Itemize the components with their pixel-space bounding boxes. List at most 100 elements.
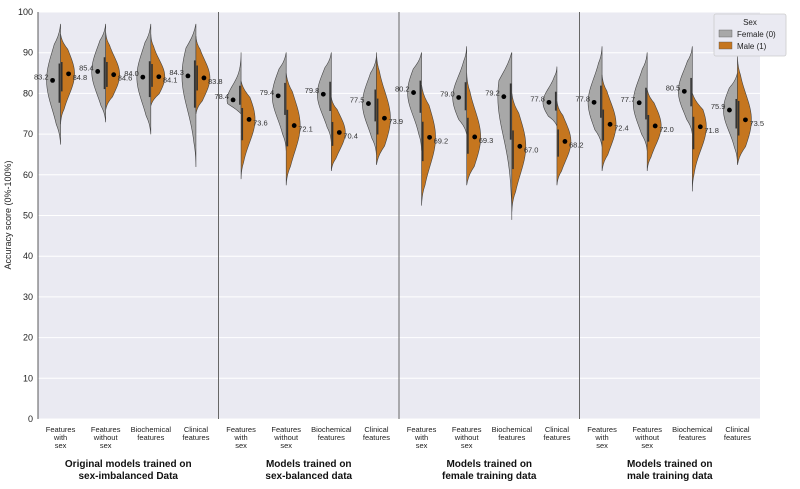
mean-point-male (607, 121, 613, 127)
mean-point-male (472, 134, 478, 140)
mean-point-male (382, 115, 387, 121)
x-tick-label: Features (587, 425, 617, 434)
data-label-male: 73.5 (749, 119, 764, 128)
data-label-female: 77.8 (575, 94, 590, 103)
mean-point-male (156, 74, 162, 80)
violin-male (60, 34, 75, 125)
x-tick-label: sex (100, 441, 112, 450)
data-label-male: 72.1 (298, 125, 313, 134)
mean-point-female (230, 97, 236, 103)
x-tick-label: Features (407, 425, 437, 434)
mean-point-male (743, 117, 748, 123)
data-label-female: 79.4 (260, 88, 275, 97)
data-label-male: 84.8 (73, 73, 88, 82)
mean-point-female (546, 99, 552, 105)
violin-female (452, 46, 467, 135)
mean-point-female (591, 99, 597, 105)
legend-label-female: Female (0) (737, 30, 776, 39)
data-label-female: 80.2 (395, 85, 410, 94)
mean-point-female (456, 95, 462, 100)
legend-title: Sex (743, 18, 757, 27)
data-label-male: 69.3 (479, 136, 494, 145)
violin-male (376, 52, 391, 165)
data-label-male: 70.4 (343, 131, 358, 140)
mean-point-female (366, 101, 371, 106)
mean-point-male (66, 71, 71, 77)
x-tick-label: Clinical (184, 425, 209, 434)
mean-point-female (727, 107, 732, 113)
x-tick-label: Biochemical (492, 425, 533, 434)
violin-female (542, 66, 558, 127)
x-tick-label: sex (641, 441, 653, 450)
x-tick-label: with (233, 433, 247, 442)
y-tick-label: 80 (23, 88, 33, 98)
violin-male (466, 72, 481, 186)
data-label-male: 72.0 (659, 125, 674, 134)
legend-swatch-female (718, 29, 733, 38)
data-label-female: 79.8 (305, 86, 320, 95)
violin-male (195, 36, 211, 115)
x-tick-label: Biochemical (672, 425, 713, 434)
violin-female (587, 46, 603, 147)
group-title: Original models trained on (65, 459, 192, 470)
x-tick-label: Features (632, 425, 662, 434)
x-tick-label: with (594, 433, 608, 442)
x-tick-label: features (318, 433, 345, 442)
violin-female (317, 52, 332, 143)
data-label-female: 79.2 (485, 89, 500, 98)
x-tick-label: Clinical (364, 425, 389, 434)
y-tick-label: 40 (23, 251, 33, 261)
mean-point-male (111, 72, 117, 78)
y-axis-label: Accuracy score (0%-100%) (3, 160, 13, 269)
x-tick-label: Biochemical (311, 425, 352, 434)
group-title: female training data (442, 471, 537, 482)
mean-point-female (140, 74, 146, 80)
x-tick-label: sex (416, 441, 428, 450)
group-titles: Original models trained onsex-imbalanced… (65, 459, 713, 482)
x-tick-label: Features (91, 425, 121, 434)
mean-point-female (636, 100, 642, 106)
mean-point-female (320, 91, 326, 97)
violin-male (646, 89, 662, 172)
data-label-male: 73.6 (253, 118, 268, 127)
x-tick-label: Features (226, 425, 256, 434)
y-axis-ticks: 0 10 20 30 40 50 60 70 80 90 100 (18, 7, 33, 424)
mean-point-male (201, 75, 207, 81)
y-tick-label: 10 (23, 373, 33, 383)
data-label-male: 68.2 (569, 140, 584, 149)
x-tick-label: Features (46, 425, 76, 434)
data-label-female: 84.0 (124, 69, 139, 78)
violin-female (271, 52, 287, 151)
data-label-male: 67.0 (524, 145, 539, 154)
mean-point-male (652, 123, 658, 129)
x-tick-label: Features (271, 425, 301, 434)
group-title: Models trained on (266, 459, 352, 470)
data-label-male: 84.1 (163, 76, 178, 85)
violin-male (692, 93, 707, 192)
y-tick-label: 100 (18, 7, 33, 17)
mean-point-male (697, 124, 703, 130)
violin-male (421, 84, 436, 206)
violins: 83.2 84.885.4 84.684.0 84.184.3 83.8 78.4 73.6… (34, 23, 764, 220)
x-tick-label: sex (596, 441, 608, 450)
mean-point-female (681, 88, 687, 94)
group-title: Models trained on (446, 459, 532, 470)
x-tick-label: without (634, 433, 660, 442)
x-tick-label: features (498, 433, 525, 442)
y-tick-label: 30 (23, 292, 33, 302)
mean-point-female (50, 77, 55, 83)
data-label-female: 84.3 (169, 68, 184, 77)
data-label-female: 78.4 (214, 92, 229, 101)
mean-point-male (246, 117, 252, 122)
violin-female (497, 52, 513, 220)
group-title: sex-imbalanced Data (79, 471, 179, 482)
violin-male (511, 93, 527, 212)
mean-point-male (291, 123, 297, 128)
mean-point-female (411, 90, 416, 95)
y-tick-label: 50 (23, 211, 33, 221)
x-tick-label: features (724, 433, 751, 442)
mean-point-male (517, 143, 523, 149)
x-tick-label: without (273, 433, 299, 442)
